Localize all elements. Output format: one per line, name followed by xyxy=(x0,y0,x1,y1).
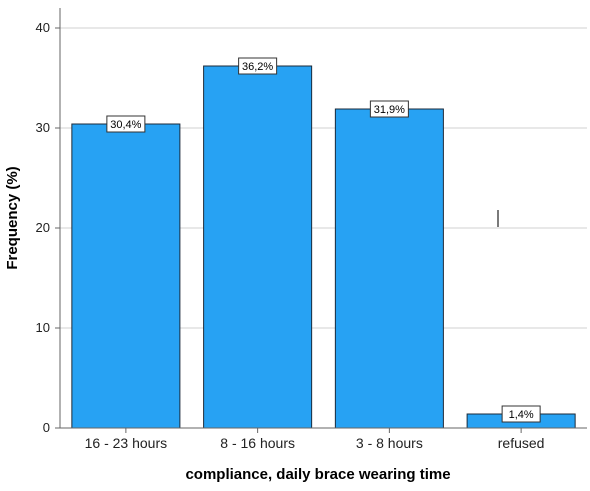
data-label-box xyxy=(501,405,541,423)
data-label: 1,4% xyxy=(509,409,534,421)
y-tick-label: 20 xyxy=(36,220,50,235)
y-tick-label: 0 xyxy=(43,420,50,435)
data-label-box xyxy=(369,100,409,118)
y-axis-title: Frequency (%) xyxy=(4,166,21,269)
x-axis-title: compliance, daily brace wearing time xyxy=(185,466,450,483)
data-label: 30,4% xyxy=(110,119,141,131)
bar xyxy=(71,123,181,429)
y-ticks: 0 10 20 30 40 xyxy=(36,20,60,435)
data-labels: 30,4% 36,2% 31,9% 1,4% xyxy=(106,57,541,423)
x-tick-label: 3 - 8 hours xyxy=(356,435,423,451)
x-ticks: 16 - 23 hours 8 - 16 hours 3 - 8 hours refu… xyxy=(85,428,545,451)
x-tick-label: 16 - 23 hours xyxy=(85,435,168,451)
x-tick-label: 8 - 16 hours xyxy=(220,435,295,451)
data-label-box xyxy=(106,115,146,133)
x-tick-label: refused xyxy=(498,435,545,451)
bar xyxy=(334,108,444,429)
y-tick-label: 30 xyxy=(36,120,50,135)
data-label-box xyxy=(238,57,278,75)
y-tick-label: 40 xyxy=(36,20,50,35)
bar xyxy=(203,65,313,429)
data-label: 36,2% xyxy=(242,61,273,73)
y-tick-label: 10 xyxy=(36,320,50,335)
data-label: 31,9% xyxy=(374,104,405,116)
bars xyxy=(71,65,576,429)
